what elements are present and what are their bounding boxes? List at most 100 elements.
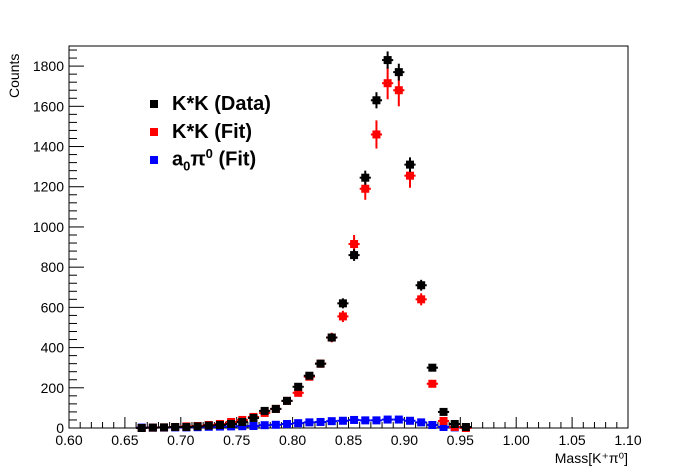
data-point (383, 415, 392, 424)
y-tick-label: 1400 (33, 139, 64, 155)
data-point (249, 413, 258, 422)
data-point (439, 422, 448, 431)
data-point (160, 423, 169, 432)
legend-marker-red (150, 128, 158, 136)
data-point (305, 371, 314, 380)
x-tick-label: 0.60 (55, 432, 82, 448)
label-base: a (172, 148, 184, 171)
data-point (372, 96, 381, 105)
data-point (249, 421, 258, 430)
data-point (238, 417, 247, 426)
data-point (316, 359, 325, 368)
data-point (271, 404, 280, 413)
data-point (327, 417, 336, 426)
x-tick-label: 0.95 (447, 432, 474, 448)
data-point (338, 299, 347, 308)
data-point (171, 422, 180, 431)
data-point (227, 419, 236, 428)
y-tick-label: 1600 (33, 98, 64, 114)
y-tick-label: 0 (56, 420, 64, 436)
y-tick-label: 400 (41, 340, 65, 356)
data-point (405, 160, 414, 169)
data-point (283, 396, 292, 405)
data-point (428, 379, 437, 388)
data-point (338, 312, 347, 321)
data-point (394, 86, 403, 95)
data-point (137, 424, 146, 432)
data-point (439, 416, 448, 425)
data-point (361, 173, 370, 182)
data-point (361, 184, 370, 193)
data-point (417, 418, 426, 427)
data-point (148, 423, 157, 432)
y-tick-label: 1800 (33, 58, 64, 74)
data-point (294, 382, 303, 391)
data-point (327, 333, 336, 342)
data-point (394, 415, 403, 424)
data-point (383, 56, 392, 65)
y-tick-label: 1000 (33, 219, 64, 235)
x-tick-label: 0.75 (223, 432, 250, 448)
legend-label: K*K (Data) (172, 93, 271, 115)
data-point (350, 415, 359, 424)
legend-item-a0pi0-fit: a0π0 (Fit) (150, 146, 271, 174)
data-point (417, 295, 426, 304)
data-point (271, 420, 280, 429)
data-point (338, 416, 347, 425)
data-point (182, 422, 191, 431)
x-axis-label: Mass[K⁺π⁰] (554, 450, 628, 466)
label-sub: 0 (183, 158, 191, 174)
data-point (372, 416, 381, 425)
y-tick-label: 800 (41, 259, 65, 275)
data-point (350, 251, 359, 260)
label-mid: π (190, 148, 206, 171)
data-point (260, 421, 269, 430)
legend-marker-black (150, 100, 158, 108)
data-point (372, 130, 381, 139)
data-point (305, 418, 314, 427)
data-point (193, 422, 202, 431)
data-point (461, 422, 470, 431)
data-point (439, 407, 448, 416)
x-tick-label: 0.65 (111, 432, 138, 448)
data-point (417, 281, 426, 290)
label-sup: 0 (205, 145, 213, 161)
data-point (294, 388, 303, 397)
data-point (405, 171, 414, 180)
x-tick-label: 1.10 (614, 432, 641, 448)
x-tick-label: 0.80 (279, 432, 306, 448)
data-point (350, 240, 359, 249)
data-point (283, 419, 292, 428)
x-tick-label: 0.85 (335, 432, 362, 448)
data-point (450, 419, 459, 428)
x-tick-label: 0.90 (391, 432, 418, 448)
data-point (215, 420, 224, 429)
data-point (204, 421, 213, 430)
y-tick-label: 200 (41, 380, 65, 396)
y-tick-label: 600 (41, 299, 65, 315)
legend-item-kk-fit: K*K (Fit) (150, 118, 271, 146)
y-tick-label: 1200 (33, 179, 64, 195)
legend-item-data: K*K (Data) (150, 90, 271, 118)
data-point (260, 406, 269, 415)
legend-label: a0π0 (Fit) (172, 140, 256, 181)
data-point (316, 417, 325, 426)
data-point (394, 68, 403, 77)
legend: K*K (Data) K*K (Fit) a0π0 (Fit) (150, 90, 271, 174)
y-axis-label: Counts (6, 53, 22, 98)
data-point (428, 420, 437, 429)
legend-label: K*K (Fit) (172, 121, 252, 143)
x-tick-label: 0.70 (167, 432, 194, 448)
label-tail: (Fit) (212, 148, 257, 171)
data-point (383, 79, 392, 88)
x-tick-label: 1.00 (503, 432, 530, 448)
data-point (361, 416, 370, 425)
data-point (405, 416, 414, 425)
x-tick-label: 1.05 (558, 432, 585, 448)
data-point (238, 422, 247, 431)
data-point (428, 363, 437, 372)
legend-marker-blue (150, 156, 158, 164)
data-point (294, 419, 303, 428)
